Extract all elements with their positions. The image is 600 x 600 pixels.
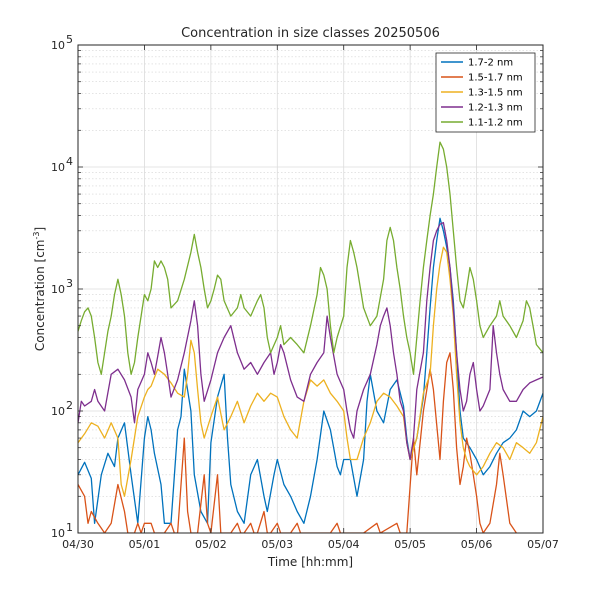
series-line-4 bbox=[78, 221, 543, 461]
chart-title: Concentration in size classes 20250506 bbox=[181, 26, 440, 41]
legend-label: 1.5-1.7 nm bbox=[468, 73, 523, 84]
y-tick-label: 10 bbox=[51, 405, 65, 418]
legend-label: 1.2-1.3 nm bbox=[468, 103, 523, 114]
y-tick-exponent: 3 bbox=[66, 277, 73, 290]
x-tick-label: 05/04 bbox=[328, 538, 360, 551]
y-axis-label: Concentration [cm-3] bbox=[32, 227, 47, 351]
y-tick-label: 10 bbox=[51, 161, 65, 174]
series-line-5 bbox=[78, 141, 543, 375]
y-axis-label-superscript: -3 bbox=[32, 232, 41, 240]
x-tick-label: 04/30 bbox=[62, 538, 94, 551]
y-tick-exponent: 2 bbox=[66, 399, 73, 412]
x-tick-label: 05/06 bbox=[461, 538, 493, 551]
x-tick-labels: 04/30 05/01 05/02 05/03 05/04 05/05 05/06 05/07 bbox=[62, 538, 559, 551]
y-tick-exponent: 1 bbox=[66, 521, 73, 534]
legend-label: 1.3-1.5 nm bbox=[468, 88, 523, 99]
legend-label: 1.1-1.2 nm bbox=[468, 118, 523, 129]
legend-label: 1.7-2 nm bbox=[468, 58, 513, 69]
series-line-2 bbox=[78, 352, 517, 533]
y-tick-label: 10 bbox=[51, 283, 65, 296]
x-tick-label: 05/07 bbox=[527, 538, 559, 551]
x-tick-label: 05/05 bbox=[394, 538, 426, 551]
x-axis-label: Time [hh:mm] bbox=[267, 555, 353, 569]
x-tick-label: 05/01 bbox=[129, 538, 161, 551]
series-line-3 bbox=[78, 246, 543, 497]
legend: 1.7-2 nm 1.5-1.7 nm 1.3-1.5 nm 1.2-1.3 nm 1.… bbox=[435, 52, 536, 133]
y-axis-label-main: Concentration [cm bbox=[33, 239, 47, 351]
y-tick-exponent: 4 bbox=[66, 155, 73, 168]
series-group bbox=[78, 141, 543, 533]
y-tick-label: 10 bbox=[51, 527, 65, 540]
x-tick-label: 05/03 bbox=[261, 538, 293, 551]
y-axis-label-end: ] bbox=[33, 227, 47, 232]
x-tick-label: 05/02 bbox=[195, 538, 227, 551]
axis-ticks bbox=[77, 44, 544, 534]
y-tick-exponent: 5 bbox=[66, 33, 73, 46]
y-tick-label: 10 bbox=[51, 39, 65, 52]
